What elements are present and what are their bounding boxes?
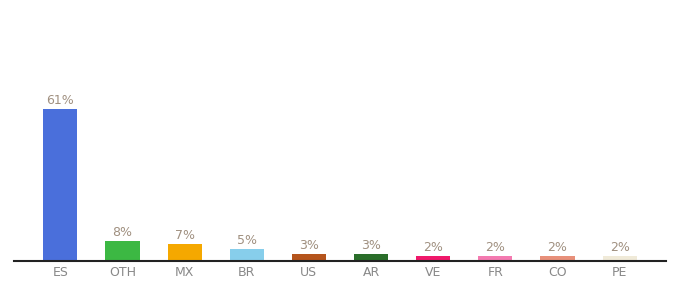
Bar [602, 256, 636, 261]
Text: 7%: 7% [175, 229, 194, 242]
Text: 2%: 2% [610, 241, 630, 254]
Text: 3%: 3% [299, 238, 319, 251]
Bar [44, 109, 78, 261]
Text: 61%: 61% [46, 94, 74, 107]
Bar [167, 244, 202, 261]
Text: 2%: 2% [423, 241, 443, 254]
Bar [478, 256, 513, 261]
Text: 2%: 2% [486, 241, 505, 254]
Text: 5%: 5% [237, 233, 257, 247]
Text: 2%: 2% [547, 241, 567, 254]
Bar [416, 256, 450, 261]
Bar [292, 254, 326, 261]
Bar [541, 256, 575, 261]
Bar [230, 248, 264, 261]
Bar [354, 254, 388, 261]
Bar [105, 241, 139, 261]
Text: 3%: 3% [361, 238, 381, 251]
Text: 8%: 8% [112, 226, 133, 239]
